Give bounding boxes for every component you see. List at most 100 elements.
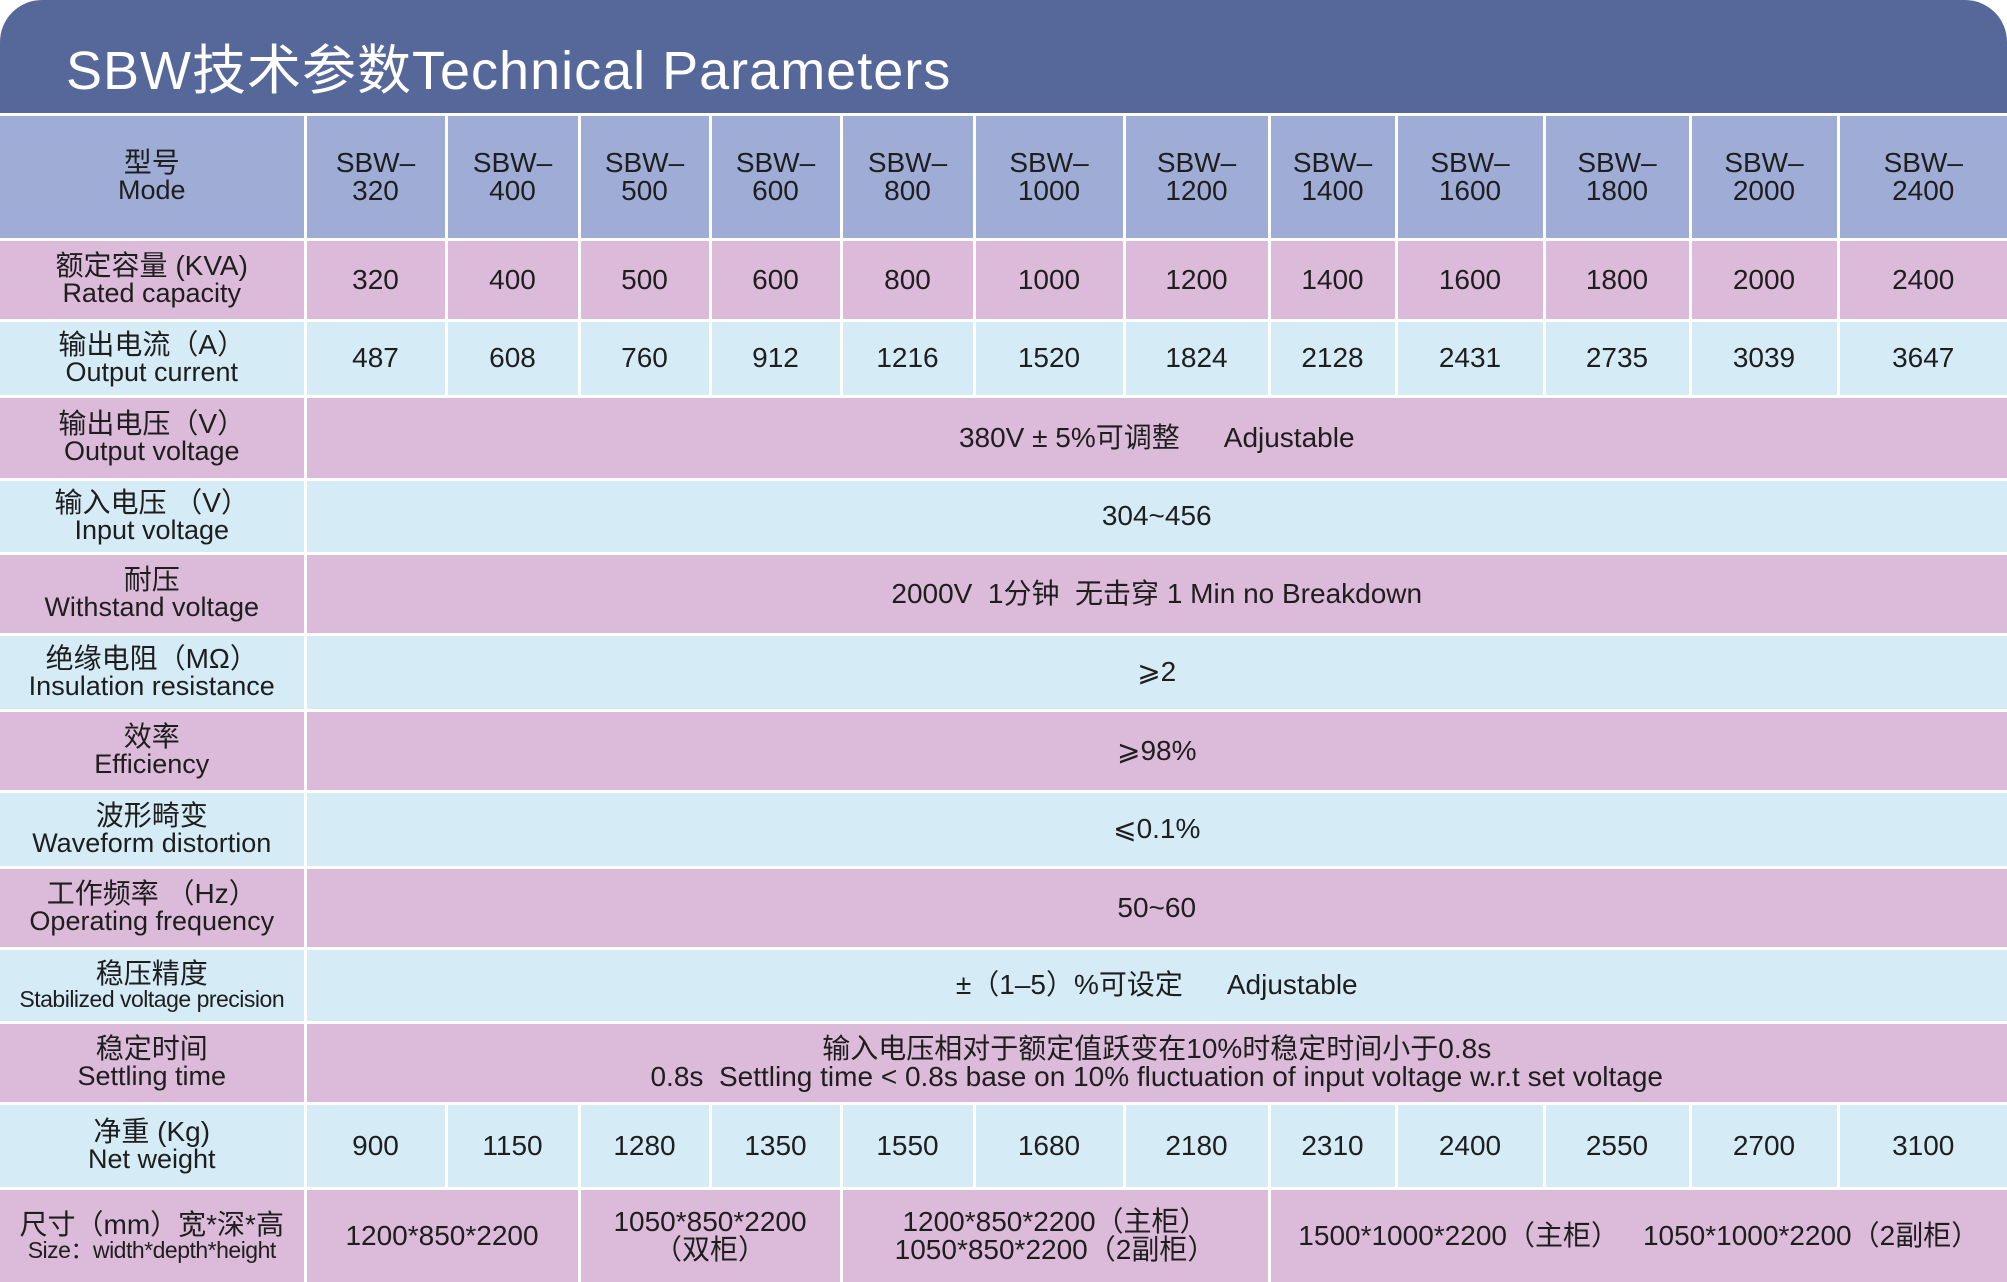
value-cell: 1824	[1122, 318, 1271, 398]
label-en: Settling time	[77, 1061, 227, 1092]
value-cell: 2400	[1836, 237, 2007, 322]
value-text: ⩽0.1%	[1113, 813, 1201, 845]
model-line: SBW–	[1292, 146, 1373, 178]
row-label: 波形畸变 Waveform distortion	[0, 789, 307, 869]
value-text: ⩾98%	[1116, 734, 1197, 766]
value-text: 304~456	[1101, 500, 1212, 532]
value-cell: 900	[303, 1101, 448, 1191]
value-text: 1050*850*2200	[613, 1206, 807, 1237]
value-text: 1050*1000*2200（2副柜）	[1642, 1220, 1980, 1251]
param-row: 输出电流（A） Output current 487 608 760 912 1216 152…	[0, 318, 2007, 398]
model-line: SBW–	[867, 146, 948, 178]
model-cell: SBW– 2400	[1836, 116, 2007, 241]
row-label: 型号 Mode	[0, 116, 307, 241]
label-en: Withstand voltage	[44, 592, 260, 623]
row-label: 输入电压 （V） Input voltage	[0, 477, 307, 555]
model-line: SBW–	[335, 146, 416, 178]
value-cell: 304~456	[303, 477, 2007, 555]
model-cell: SBW– 600	[708, 116, 843, 241]
param-row: 波形畸变 Waveform distortion ⩽0.1%	[0, 789, 2007, 869]
label-en: Insulation resistance	[28, 670, 275, 701]
value-cell: 1800	[1542, 237, 1692, 322]
value-cell: 3100	[1836, 1101, 2007, 1191]
value-line: 输入电压相对于额定值跃变在10%时稳定时间小于0.8s	[822, 1032, 1492, 1064]
value-text: 50~60	[1117, 891, 1197, 923]
value-cell: 1216	[839, 318, 976, 398]
value-cell: 2735	[1542, 318, 1692, 398]
value-cell: 1680	[972, 1101, 1126, 1191]
value-cell: 1200*850*2200（主柜） 1050*850*2200（2副柜）	[839, 1187, 1271, 1282]
model-line: 800	[884, 174, 931, 206]
value-text: 1200*850*2200（主柜）	[902, 1206, 1208, 1237]
value-cell: 400	[444, 237, 581, 322]
value-cell: ⩽0.1%	[303, 789, 2007, 869]
row-label: 额定容量 (KVA) Rated capacity	[0, 237, 307, 322]
value-cell: 50~60	[303, 865, 2007, 950]
row-label: 耐压 Withstand voltage	[0, 551, 307, 636]
row-label: 输出电压（V） Output voltage	[0, 394, 307, 481]
label-en: Output current	[65, 356, 239, 387]
value-cell: 输入电压相对于额定值跃变在10%时稳定时间小于0.8s 0.8s Settling…	[303, 1020, 2007, 1105]
value-cell: 1550	[839, 1101, 976, 1191]
model-cell: SBW– 1600	[1394, 116, 1546, 241]
value-text: 1500*1000*2200（主柜）	[1298, 1220, 1619, 1251]
model-line: SBW–	[735, 146, 816, 178]
label-en: Efficiency	[94, 749, 210, 780]
param-row: 稳定时间 Settling time 输入电压相对于额定值跃变在10%时稳定时间小于…	[0, 1020, 2007, 1105]
value-cell: 912	[708, 318, 843, 398]
label-en: Waveform distortion	[32, 827, 272, 858]
model-cell: SBW– 400	[444, 116, 581, 241]
label-cn: 输出电压（V）	[58, 408, 246, 440]
value-cell: ±（1–5）%可设定 Adjustable	[303, 946, 2007, 1024]
row-label: 稳定时间 Settling time	[0, 1020, 307, 1105]
label-cn: 绝缘电阻（MΩ）	[45, 642, 258, 674]
label-en: Rated capacity	[62, 278, 242, 309]
label-cn: 效率	[123, 721, 180, 753]
value-cell: 600	[708, 237, 843, 322]
model-line: SBW–	[1430, 146, 1510, 178]
label-cn: 耐压	[123, 564, 180, 596]
model-cell: SBW– 800	[839, 116, 976, 241]
label-en: Size：width*depth*height	[27, 1236, 277, 1263]
value-cell: 1500*1000*2200（主柜） 1050*1000*2200（2副柜）	[1267, 1187, 2007, 1282]
value-cell: 487	[303, 318, 448, 398]
value-cell: 1400	[1267, 237, 1398, 322]
label-cn: 型号	[123, 147, 180, 179]
page-title: SBW技术参数Technical Parameters	[66, 41, 952, 101]
model-line: 1200	[1165, 174, 1228, 206]
value-cell: 3647	[1836, 318, 2007, 398]
model-line: 1400	[1301, 174, 1364, 206]
value-cell: ⩾2	[303, 632, 2007, 712]
model-cell: SBW– 1800	[1542, 116, 1692, 241]
model-line: 500	[621, 174, 668, 206]
row-label: 尺寸（mm）宽*深*高 Size：width*depth*height	[0, 1187, 307, 1282]
model-line: 320	[352, 174, 399, 206]
model-line: SBW–	[1009, 146, 1089, 178]
model-line: 2400	[1892, 174, 1955, 206]
row-label: 稳压精度 Stabilized voltage precision	[0, 946, 307, 1024]
value-cell: 380V ± 5%可调整 Adjustable	[303, 394, 2007, 481]
value-cell: 2550	[1542, 1101, 1692, 1191]
row-label: 净重 (Kg) Net weight	[0, 1101, 307, 1191]
label-cn: 稳压精度	[95, 957, 208, 989]
label-cn: 波形畸变	[95, 799, 208, 831]
param-row: 额定容量 (KVA) Rated capacity 320 400 500 600 800 1…	[0, 237, 2007, 322]
row-label: 效率 Efficiency	[0, 708, 307, 793]
value-cell: ⩾98%	[303, 708, 2007, 793]
value-text: ⩾2	[1137, 656, 1177, 688]
value-text: Adjustable	[1223, 421, 1355, 453]
model-line: 1800	[1585, 174, 1649, 206]
model-line: 2000	[1732, 174, 1796, 206]
value-cell: 1050*850*2200 （双柜）	[577, 1187, 843, 1282]
value-text: Adjustable	[1226, 969, 1358, 1001]
label-en: Output voltage	[63, 436, 240, 467]
value-cell: 320	[303, 237, 448, 322]
param-row: 工作频率 （Hz） Operating frequency 50~60	[0, 865, 2007, 950]
model-line: 1000	[1017, 174, 1081, 206]
value-cell: 1000	[972, 237, 1126, 322]
value-cell: 2310	[1267, 1101, 1398, 1191]
value-cell: 1280	[577, 1101, 712, 1191]
model-cell: SBW– 1200	[1122, 116, 1271, 241]
row-label: 绝缘电阻（MΩ） Insulation resistance	[0, 632, 307, 712]
